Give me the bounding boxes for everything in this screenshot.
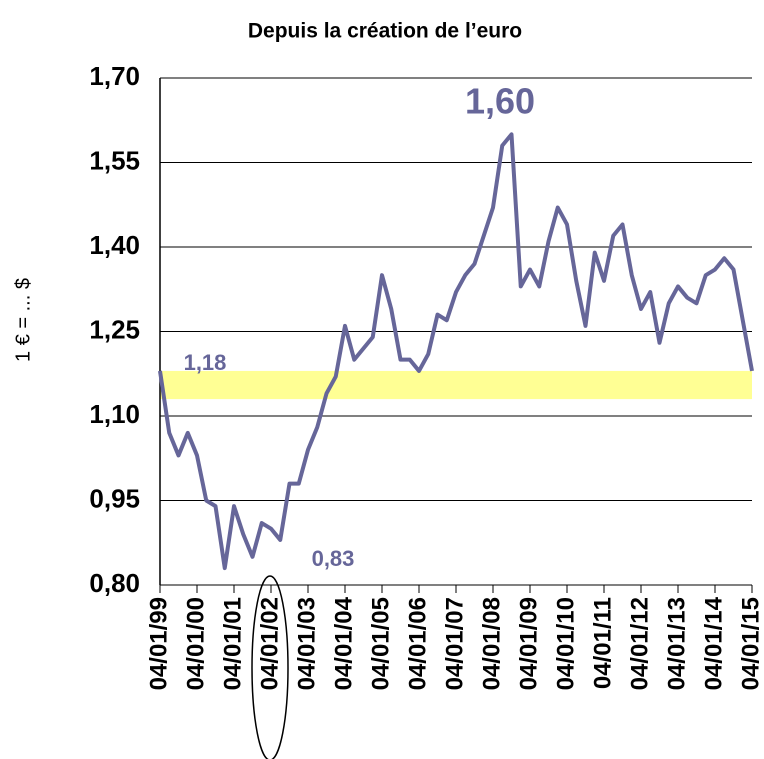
x-tick-label: 04/01/11 (589, 597, 616, 689)
x-tick-label: 04/01/10 (552, 597, 579, 690)
x-tick-label: 04/01/01 (219, 597, 246, 690)
x-tick-label: 04/01/04 (330, 596, 357, 690)
x-tick-label: 04/01/09 (515, 597, 542, 690)
y-axis-label: 1 € = ... $ (12, 278, 34, 362)
y-tick-label: 1,10 (89, 399, 140, 429)
annotation: 1,60 (465, 81, 535, 122)
annotation: 1,18 (184, 350, 227, 375)
x-tick-label: 04/01/99 (145, 597, 172, 690)
y-tick-label: 1,70 (89, 61, 140, 91)
x-tick-label: 04/01/15 (737, 597, 764, 690)
x-tick-label: 04/01/03 (293, 597, 320, 690)
x-tick-label: 04/01/13 (663, 597, 690, 690)
x-tick-label: 04/01/05 (367, 597, 394, 690)
x-tick-label: 04/01/06 (404, 597, 431, 690)
x-tick-label: 04/01/07 (441, 597, 468, 690)
y-tick-label: 0,80 (89, 568, 140, 598)
x-tick-label: 04/01/12 (626, 597, 653, 690)
annotation: 0,83 (312, 546, 355, 571)
y-tick-label: 1,40 (89, 230, 140, 260)
y-tick-label: 1,25 (89, 314, 140, 344)
x-tick-label: 04/01/08 (478, 597, 505, 690)
chart-title: Depuis la création de l’euro (248, 20, 522, 43)
y-tick-label: 1,55 (89, 145, 140, 175)
x-tick-label: 04/01/00 (182, 597, 209, 690)
x-tick-label: 04/01/14 (700, 596, 727, 690)
y-tick-label: 0,95 (89, 483, 140, 513)
highlight-band (160, 370, 752, 400)
x-tick-label: 04/01/02 (256, 597, 283, 690)
line-series (158, 132, 754, 571)
highlight-ellipse (251, 575, 289, 759)
